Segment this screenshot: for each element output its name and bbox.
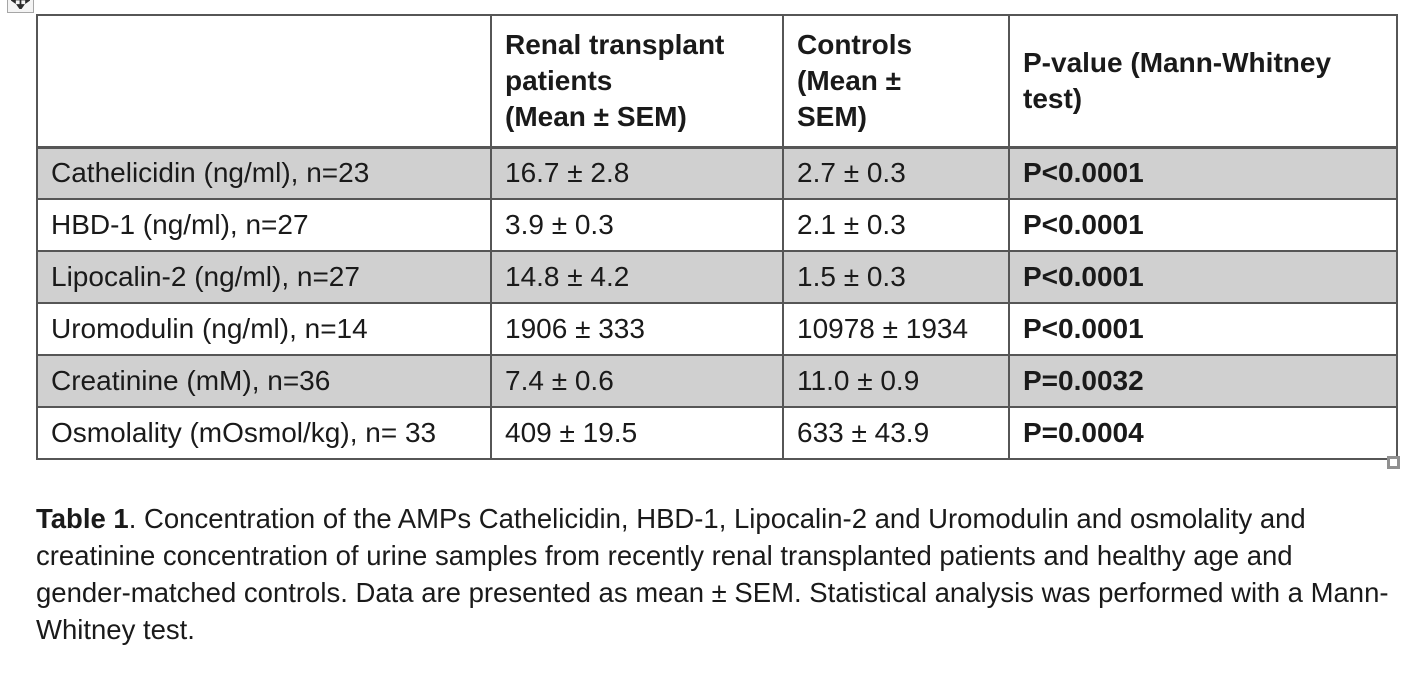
row-label-cell: HBD-1 (ng/ml), n=27 — [36, 198, 492, 252]
pvalue-cell: P=0.0032 — [1008, 354, 1398, 408]
controls-value-cell: 10978 ± 1934 — [782, 302, 1010, 356]
table-move-icon — [11, 0, 30, 9]
row-label-cell: Creatinine (mM), n=36 — [36, 354, 492, 408]
header-cell-empty — [36, 14, 492, 149]
table-row: Cathelicidin (ng/ml), n=23 16.7 ± 2.8 2.… — [36, 146, 1398, 200]
header-cell-patients: Renal transplant patients (Mean ± SEM) — [490, 14, 784, 149]
patients-value-cell: 3.9 ± 0.3 — [490, 198, 784, 252]
patients-value-cell: 16.7 ± 2.8 — [490, 146, 784, 200]
row-label-cell: Lipocalin-2 (ng/ml), n=27 — [36, 250, 492, 304]
pvalue-cell: P<0.0001 — [1008, 198, 1398, 252]
row-label-cell: Osmolality (mOsmol/kg), n= 33 — [36, 406, 492, 460]
header-row: Renal transplant patients (Mean ± SEM) C… — [36, 14, 1398, 149]
caption-label: Table 1 — [36, 503, 129, 534]
pvalue-cell: P<0.0001 — [1008, 146, 1398, 200]
pvalue-cell: P=0.0004 — [1008, 406, 1398, 460]
controls-value-cell: 1.5 ± 0.3 — [782, 250, 1010, 304]
row-label-cell: Cathelicidin (ng/ml), n=23 — [36, 146, 492, 200]
table-move-handle[interactable] — [7, 0, 34, 13]
controls-value-cell: 633 ± 43.9 — [782, 406, 1010, 460]
table-row: Lipocalin-2 (ng/ml), n=27 14.8 ± 4.2 1.5… — [36, 250, 1398, 304]
pvalue-cell: P<0.0001 — [1008, 302, 1398, 356]
table-row: Uromodulin (ng/ml), n=14 1906 ± 333 1097… — [36, 302, 1398, 356]
header-cell-pvalue: P-value (Mann-Whitney test) — [1008, 14, 1398, 149]
header-cell-controls: Controls (Mean ± SEM) — [782, 14, 1010, 149]
caption-text: . Concentration of the AMPs Cathelicidin… — [36, 503, 1389, 645]
pvalue-cell: P<0.0001 — [1008, 250, 1398, 304]
patients-value-cell: 7.4 ± 0.6 — [490, 354, 784, 408]
row-label-cell: Uromodulin (ng/ml), n=14 — [36, 302, 492, 356]
table-row: HBD-1 (ng/ml), n=27 3.9 ± 0.3 2.1 ± 0.3 … — [36, 198, 1398, 252]
patients-value-cell: 14.8 ± 4.2 — [490, 250, 784, 304]
table-row: Creatinine (mM), n=36 7.4 ± 0.6 11.0 ± 0… — [36, 354, 1398, 408]
table-caption: Table 1. Concentration of the AMPs Cathe… — [36, 500, 1392, 648]
controls-value-cell: 2.1 ± 0.3 — [782, 198, 1010, 252]
patients-value-cell: 1906 ± 333 — [490, 302, 784, 356]
controls-value-cell: 2.7 ± 0.3 — [782, 146, 1010, 200]
patients-value-cell: 409 ± 19.5 — [490, 406, 784, 460]
data-table: Renal transplant patients (Mean ± SEM) C… — [36, 14, 1398, 460]
controls-value-cell: 11.0 ± 0.9 — [782, 354, 1010, 408]
table-row: Osmolality (mOsmol/kg), n= 33 409 ± 19.5… — [36, 406, 1398, 460]
table-resize-handle[interactable] — [1387, 456, 1400, 469]
